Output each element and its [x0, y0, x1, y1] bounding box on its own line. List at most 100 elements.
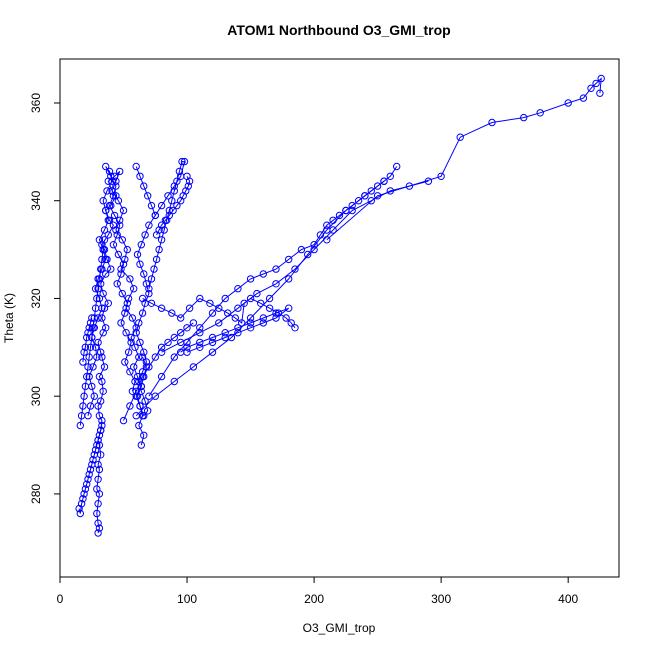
- data-point: [196, 343, 204, 351]
- data-point: [157, 348, 166, 356]
- data-point: [579, 94, 588, 102]
- data-point: [282, 314, 290, 322]
- data-point: [437, 172, 445, 181]
- data-point: [117, 319, 125, 327]
- data-point: [85, 324, 93, 332]
- data-point: [128, 387, 137, 395]
- data-point: [89, 363, 97, 371]
- series-line: [82, 317, 93, 363]
- data-point: [196, 294, 204, 303]
- data-point: [80, 348, 88, 356]
- data-point: [272, 280, 280, 288]
- data-point: [144, 407, 152, 415]
- data-point: [86, 319, 95, 327]
- data-point: [77, 412, 86, 420]
- data-point: [157, 236, 166, 244]
- data-point: [97, 348, 105, 356]
- data-point: [144, 192, 152, 200]
- data-point: [133, 392, 142, 400]
- data-point: [246, 275, 255, 283]
- data-point: [132, 162, 140, 171]
- data-point: [259, 319, 267, 327]
- data-point: [138, 294, 147, 303]
- data-point: [151, 392, 160, 400]
- data-point: [95, 275, 104, 283]
- data-point: [189, 363, 198, 371]
- data-point: [83, 333, 91, 342]
- data-point: [123, 245, 132, 254]
- data-point: [122, 329, 130, 337]
- data-point: [112, 226, 120, 234]
- data-point: [170, 333, 179, 342]
- data-point: [168, 309, 176, 317]
- data-point: [84, 363, 92, 371]
- data-point: [126, 275, 134, 283]
- data-point: [119, 416, 128, 425]
- data-point: [285, 304, 293, 312]
- series-line: [156, 176, 191, 236]
- data-point: [98, 421, 106, 430]
- data-point: [165, 206, 174, 215]
- data-point: [145, 289, 153, 298]
- data-point: [84, 329, 92, 337]
- data-point: [109, 241, 118, 249]
- data-point: [155, 245, 163, 254]
- data-point: [95, 236, 104, 244]
- data-point: [157, 343, 166, 351]
- data-point: [147, 275, 156, 283]
- data-point: [564, 99, 572, 107]
- data-point: [126, 368, 134, 376]
- data-point: [130, 363, 138, 371]
- data-point: [104, 216, 113, 225]
- data-point: [173, 201, 181, 210]
- data-point: [113, 231, 121, 239]
- data-point: [157, 304, 166, 312]
- data-point: [265, 304, 274, 312]
- data-point: [170, 187, 179, 195]
- data-point: [88, 460, 96, 469]
- data-point: [206, 299, 214, 307]
- data-point: [98, 314, 106, 322]
- data-point: [147, 201, 156, 210]
- data-point: [88, 314, 96, 322]
- data-point: [116, 216, 124, 225]
- x-axis-label: O3_GMI_trop: [303, 621, 376, 635]
- data-point: [131, 343, 139, 351]
- data-point: [137, 387, 146, 395]
- data-point: [178, 157, 186, 166]
- data-point: [85, 372, 93, 381]
- data-point: [587, 84, 595, 93]
- y-tick-label: 300: [29, 386, 43, 406]
- data-point: [164, 192, 172, 200]
- data-point: [108, 187, 116, 195]
- data-point: [95, 465, 104, 474]
- data-point: [361, 192, 369, 200]
- data-point: [114, 250, 123, 259]
- y-tick-label: 320: [29, 288, 43, 308]
- data-point: [130, 285, 138, 293]
- data-point: [335, 211, 344, 220]
- data-point: [246, 324, 255, 332]
- data-point: [145, 363, 153, 371]
- data-point: [79, 358, 87, 366]
- data-point: [152, 255, 161, 264]
- data-point: [94, 500, 102, 508]
- data-point: [126, 402, 134, 410]
- data-point: [141, 231, 149, 239]
- data-point: [221, 294, 229, 303]
- data-point: [91, 304, 100, 312]
- data-point: [100, 226, 109, 234]
- data-point: [80, 392, 88, 400]
- data-point: [456, 133, 464, 141]
- data-point: [97, 397, 105, 405]
- data-point: [285, 275, 293, 283]
- data-point: [597, 74, 605, 83]
- data-point: [488, 118, 496, 127]
- data-point: [138, 309, 147, 317]
- data-point: [291, 324, 299, 332]
- data-point: [104, 231, 113, 239]
- data-point: [140, 412, 148, 420]
- data-point: [105, 167, 114, 176]
- data-point: [93, 353, 101, 361]
